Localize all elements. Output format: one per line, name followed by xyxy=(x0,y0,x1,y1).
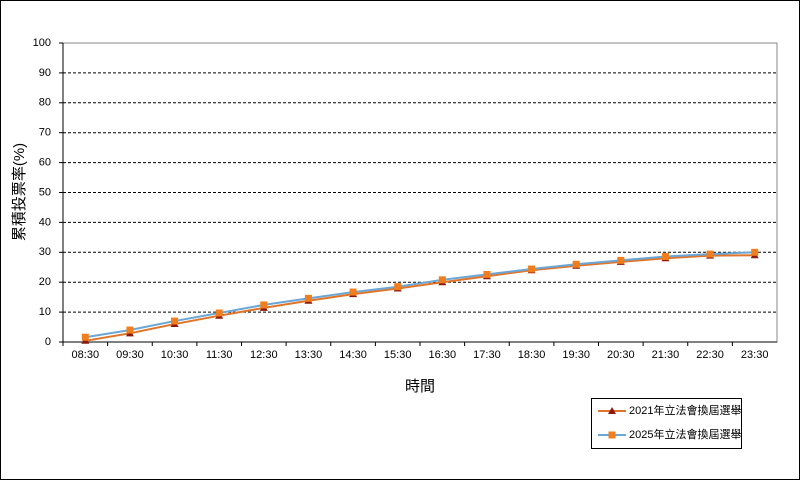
y-tick-label: 60 xyxy=(39,157,51,169)
series-line xyxy=(85,254,755,342)
point xyxy=(706,250,714,258)
x-tick-label: 14:30 xyxy=(339,349,367,361)
y-tick-label: 80 xyxy=(39,97,51,109)
x-tick-label: 22:30 xyxy=(696,349,724,361)
x-tick-label: 16:30 xyxy=(429,349,457,361)
legend-marker xyxy=(608,407,616,414)
x-tick-label: 12:30 xyxy=(250,349,278,361)
x-tick-label: 18:30 xyxy=(518,349,546,361)
point xyxy=(81,333,89,341)
point xyxy=(126,326,134,334)
y-tick-label: 0 xyxy=(45,336,51,348)
point xyxy=(751,248,759,256)
point xyxy=(215,309,223,317)
x-tick-label: 19:30 xyxy=(562,349,590,361)
point xyxy=(394,283,402,291)
y-tick-label: 10 xyxy=(39,306,51,318)
series-line xyxy=(85,251,755,339)
x-tick-label: 13:30 xyxy=(295,349,323,361)
point xyxy=(483,270,491,278)
x-tick-label: 21:30 xyxy=(652,349,680,361)
x-tick-label: 09:30 xyxy=(116,349,144,361)
legend-marker xyxy=(608,431,616,439)
point xyxy=(304,294,312,302)
point xyxy=(349,288,357,296)
point xyxy=(528,265,536,273)
y-tick-label: 40 xyxy=(39,216,51,228)
x-tick-label: 20:30 xyxy=(607,349,635,361)
y-tick-label: 20 xyxy=(39,276,51,288)
legend-label: 2025年立法會換屆選舉 xyxy=(629,427,741,441)
x-tick-label: 23:30 xyxy=(741,349,769,361)
point xyxy=(572,260,580,268)
point xyxy=(661,252,669,260)
y-tick-label: 100 xyxy=(33,37,51,49)
point xyxy=(171,317,179,325)
point xyxy=(617,256,625,264)
x-axis-label: 時間 xyxy=(405,378,435,395)
x-tick-label: 15:30 xyxy=(384,349,412,361)
y-tick-label: 90 xyxy=(39,67,51,79)
y-tick-label: 50 xyxy=(39,186,51,198)
point xyxy=(260,301,268,309)
y-tick-label: 70 xyxy=(39,127,51,139)
point xyxy=(438,276,446,284)
x-tick-label: 10:30 xyxy=(161,349,189,361)
x-tick-label: 11:30 xyxy=(206,349,233,361)
legend-box xyxy=(591,398,742,449)
x-tick-label: 08:30 xyxy=(72,349,100,361)
y-tick-label: 30 xyxy=(39,246,51,258)
legend-label: 2021年立法會換屆選舉 xyxy=(629,403,741,417)
y-axis-label: 累積投票率(%) xyxy=(11,143,28,241)
x-tick-label: 17:30 xyxy=(473,349,501,361)
